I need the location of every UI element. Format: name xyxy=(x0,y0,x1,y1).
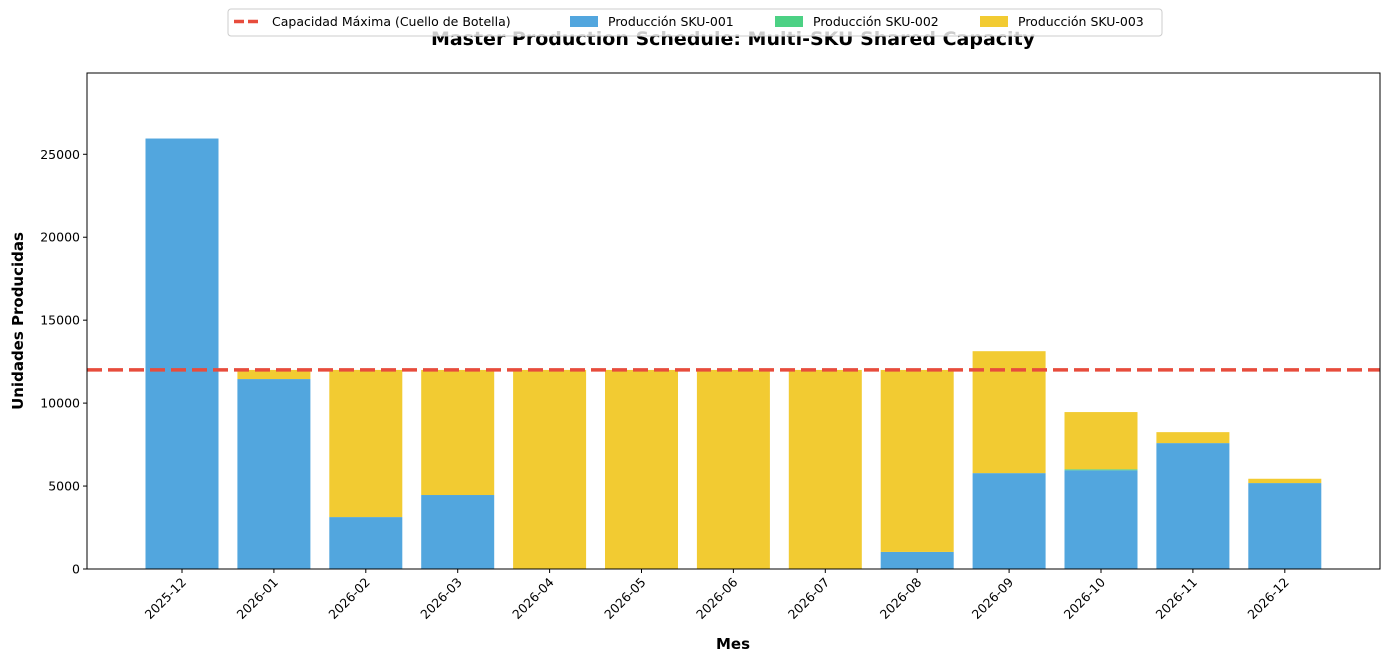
x-tick-label: 2026-07 xyxy=(785,575,833,623)
x-tick-label: 2026-09 xyxy=(969,574,1017,622)
legend-label: Producción SKU-002 xyxy=(813,14,939,29)
bar-segment xyxy=(1248,478,1322,484)
bar-segment xyxy=(880,551,954,569)
bar-segment xyxy=(788,369,862,569)
legend-label: Capacidad Máxima (Cuello de Botella) xyxy=(272,14,511,29)
x-tick-label: 2026-01 xyxy=(233,575,281,623)
legend-item: Producción SKU-003 xyxy=(980,14,1144,29)
x-tick-label: 2026-05 xyxy=(601,575,649,623)
y-tick-label: 15000 xyxy=(40,313,80,328)
x-axis-label: Mes xyxy=(716,635,750,653)
legend-patch-icon xyxy=(775,16,803,27)
bar-segment xyxy=(329,369,403,518)
bar-segment xyxy=(329,517,403,569)
bar-segment xyxy=(1248,483,1322,569)
bar-segment xyxy=(972,473,1046,569)
bars-group xyxy=(145,138,1322,569)
bar-segment xyxy=(696,369,770,569)
y-axis: 0 5000 10000 15000 20000 25000 xyxy=(40,147,87,577)
y-tick-label: 5000 xyxy=(48,479,80,494)
legend-patch-icon xyxy=(570,16,598,27)
y-tick-label: 10000 xyxy=(40,396,80,411)
y-tick-label: 25000 xyxy=(40,147,80,162)
y-tick-label: 20000 xyxy=(40,230,80,245)
bar-segment xyxy=(421,369,495,496)
bar-segment xyxy=(1156,432,1230,444)
x-tick-label: 2025-12 xyxy=(142,575,190,623)
bar-segment xyxy=(1064,470,1138,569)
bar-segment xyxy=(880,369,954,552)
bar-segment xyxy=(1064,469,1138,471)
bar-segment xyxy=(237,369,311,380)
bar-segment xyxy=(145,138,219,569)
legend-label: Producción SKU-003 xyxy=(1018,14,1144,29)
x-tick-label: 2026-04 xyxy=(509,574,557,622)
x-tick-label: 2026-12 xyxy=(1244,575,1292,623)
bar-segment xyxy=(605,369,678,569)
y-axis-label: Unidades Producidas xyxy=(9,232,27,410)
legend-patch-icon xyxy=(980,16,1008,27)
legend-box xyxy=(227,8,1163,37)
x-axis: 2025-12 2026-01 2026-02 2026-03 2026-04 2026-… xyxy=(142,569,1292,622)
x-tick-label: 2026-03 xyxy=(417,575,465,623)
legend-item: Producción SKU-002 xyxy=(775,14,939,29)
bar-segment xyxy=(1064,412,1138,470)
bar-segment xyxy=(1156,443,1230,569)
legend: Capacidad Máxima (Cuello de Botella) Prod… xyxy=(227,8,1163,37)
bar-segment xyxy=(513,369,587,569)
x-tick-label: 2026-10 xyxy=(1061,574,1109,622)
legend-label: Producción SKU-001 xyxy=(608,14,734,29)
x-tick-label: 2026-08 xyxy=(877,574,925,622)
legend-item: Capacidad Máxima (Cuello de Botella) xyxy=(234,14,511,29)
legend-item: Producción SKU-001 xyxy=(570,14,734,29)
bar-segment xyxy=(421,495,495,569)
x-tick-label: 2026-06 xyxy=(693,574,741,622)
x-tick-label: 2026-02 xyxy=(325,575,373,623)
x-tick-label: 2026-11 xyxy=(1152,575,1200,623)
y-tick-label: 0 xyxy=(72,562,80,577)
bar-segment xyxy=(237,379,311,569)
